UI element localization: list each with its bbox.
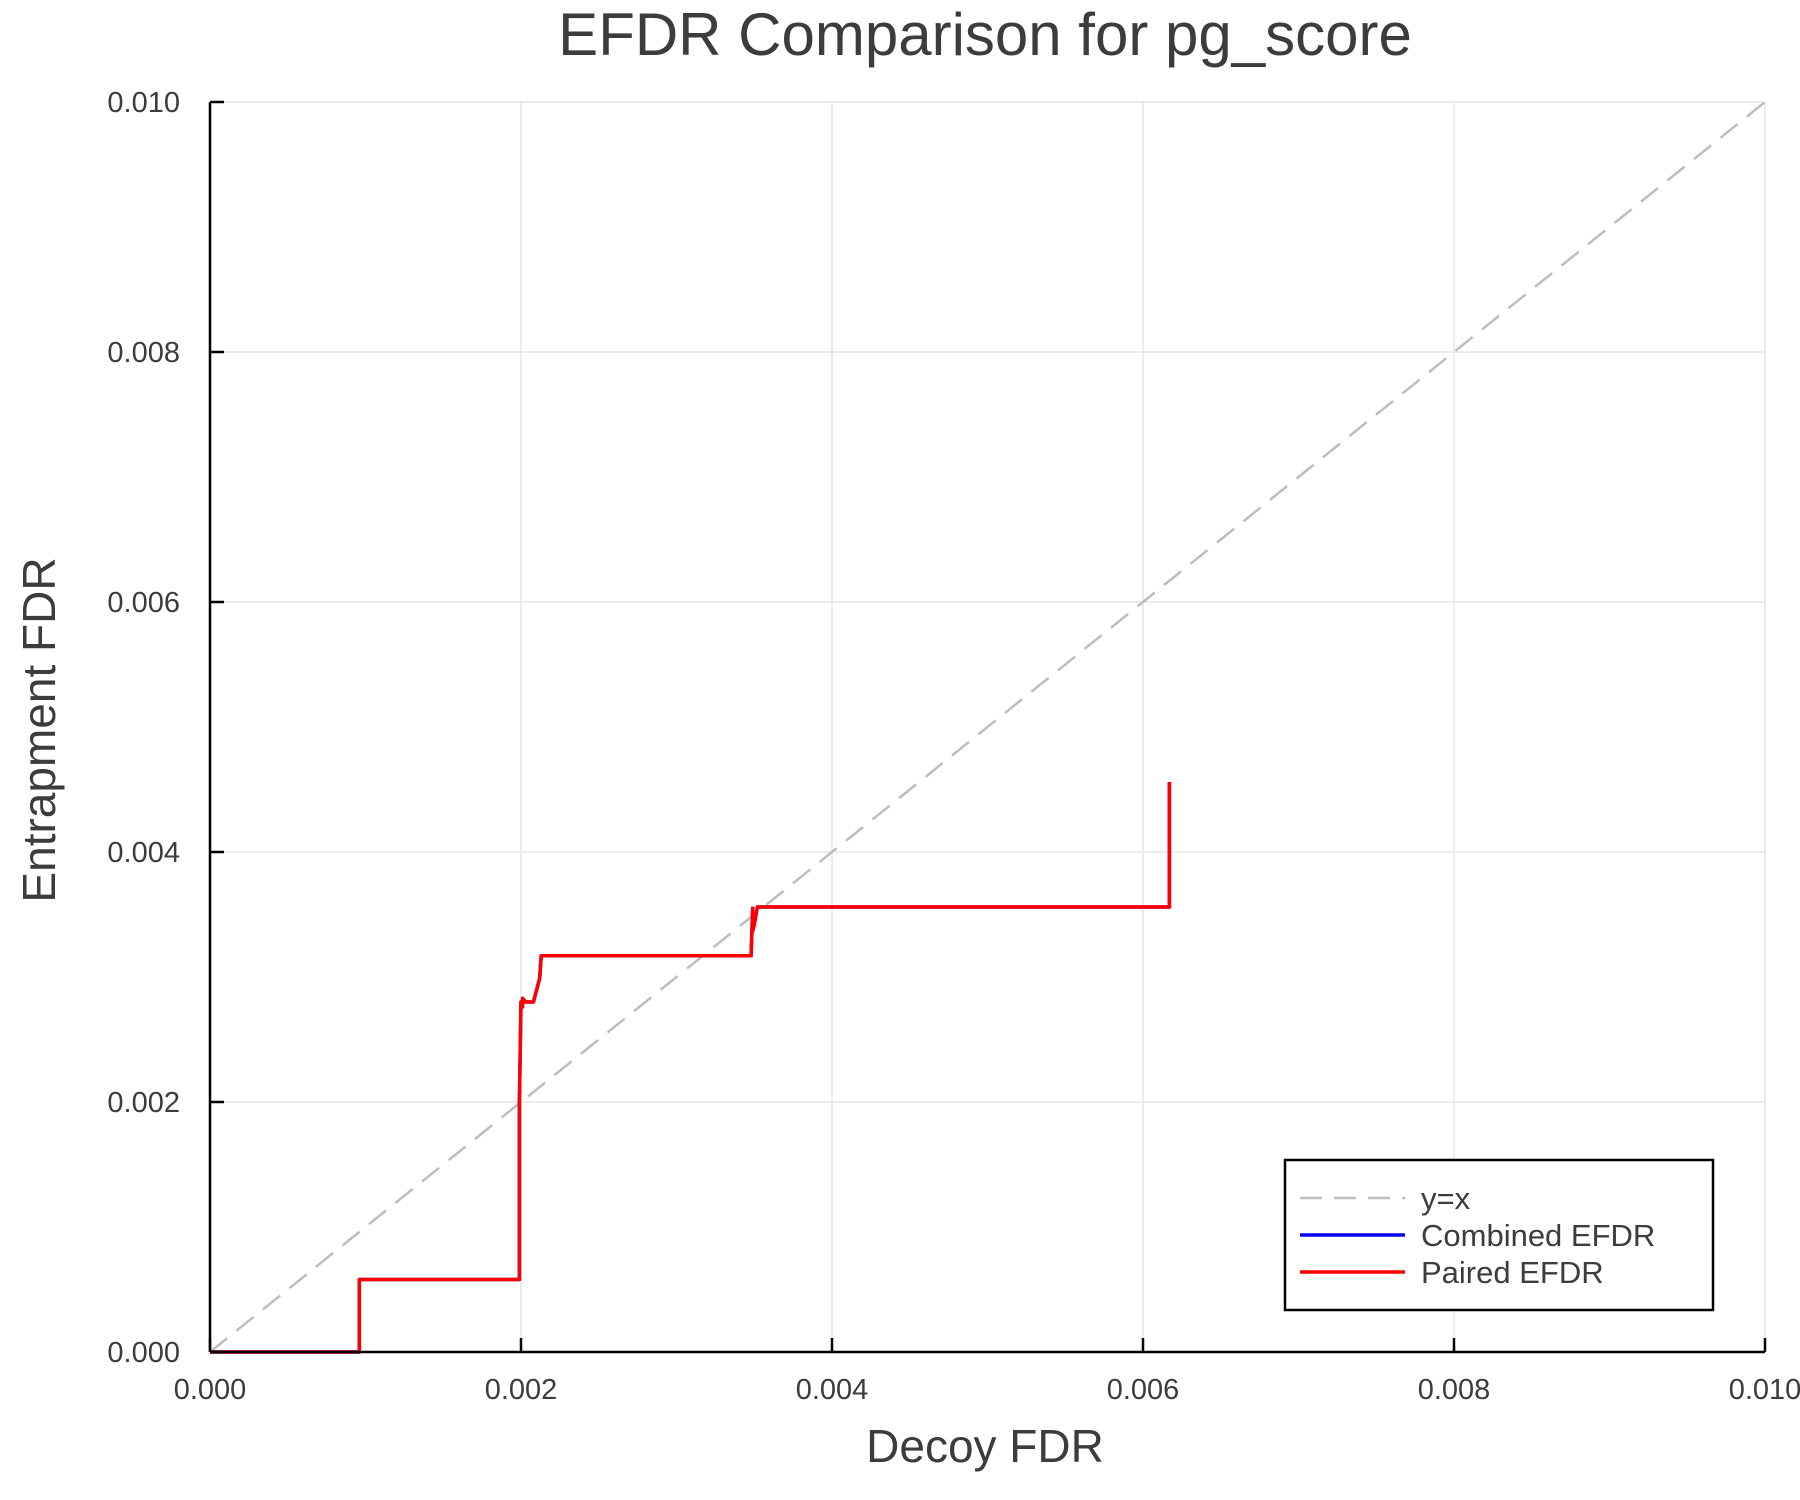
y-tick-label: 0.000 (107, 1337, 180, 1369)
x-tick-label: 0.008 (1418, 1374, 1491, 1406)
series-line-paired-efdr (210, 782, 1172, 1354)
x-tick-label: 0.002 (485, 1374, 558, 1406)
y-tick-label: 0.010 (107, 87, 180, 119)
y-tick-label: 0.006 (107, 587, 180, 619)
x-tick-label: 0.010 (1729, 1374, 1800, 1406)
legend-label: Paired EFDR (1421, 1255, 1604, 1290)
x-axis-label: Decoy FDR (866, 1420, 1104, 1472)
axes (208, 100, 1767, 1354)
tick-labels: 0.000 0.002 0.004 0.006 0.008 0.010 0.000 0.002… (107, 87, 1800, 1406)
y-tick-label: 0.002 (107, 1087, 180, 1119)
chart-title: EFDR Comparison for pg_score (558, 1, 1412, 68)
series-layer (209, 101, 1766, 1354)
y-axis-label: Entrapment FDR (13, 557, 65, 902)
series-line-combined-efdr (210, 782, 1172, 1354)
legend-label: y=x (1421, 1181, 1471, 1216)
y-tick-label: 0.008 (107, 337, 180, 369)
x-tick-label: 0.004 (796, 1374, 869, 1406)
x-tick-label: 0.000 (174, 1374, 247, 1406)
x-tick-label: 0.006 (1107, 1374, 1180, 1406)
legend-label: Combined EFDR (1421, 1218, 1655, 1253)
y-tick-label: 0.004 (107, 837, 180, 869)
series-line-y-x (209, 101, 1766, 1353)
